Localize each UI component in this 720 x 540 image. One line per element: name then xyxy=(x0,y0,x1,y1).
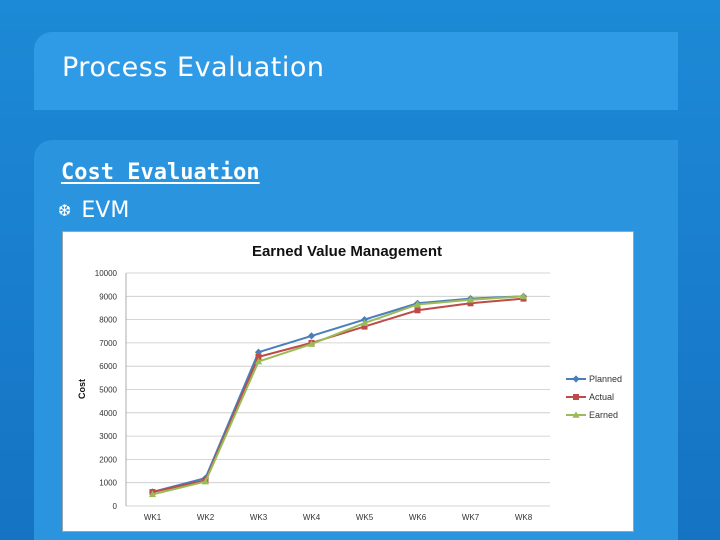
data-point xyxy=(414,307,421,314)
x-tick-label: WK3 xyxy=(250,513,268,522)
y-tick-label: 3000 xyxy=(99,432,117,441)
y-tick-label: 4000 xyxy=(99,409,117,418)
y-tick-label: 5000 xyxy=(99,386,117,395)
y-tick-label: 1000 xyxy=(99,479,117,488)
y-tick-label: 0 xyxy=(113,502,118,511)
y-tick-label: 9000 xyxy=(99,292,117,301)
series-planned xyxy=(148,292,528,496)
legend-entry-actual: Actual xyxy=(566,392,614,402)
legend-label: Earned xyxy=(589,410,618,420)
data-point xyxy=(572,375,580,383)
data-point xyxy=(361,323,368,330)
data-point xyxy=(254,357,263,365)
series-group xyxy=(148,292,528,498)
data-point xyxy=(148,490,157,498)
series-line xyxy=(152,295,524,493)
data-point xyxy=(360,319,369,326)
y-tick-label: 8000 xyxy=(99,316,117,325)
legend-entry-earned: Earned xyxy=(566,410,618,420)
chart-container: Earned Value Management 0 1000 2000 3000 400… xyxy=(62,231,634,532)
title-band xyxy=(34,32,678,110)
data-point xyxy=(307,332,316,340)
data-point xyxy=(201,477,210,485)
data-point xyxy=(307,340,316,347)
x-tick-label: WK8 xyxy=(515,513,533,522)
series-earned xyxy=(148,292,528,498)
x-tick-label: WK6 xyxy=(409,513,427,522)
x-tick-label: WK2 xyxy=(197,513,215,522)
legend: Planned Actual Earned xyxy=(566,374,622,420)
data-point xyxy=(519,292,528,300)
data-point xyxy=(255,353,262,360)
x-tick-label: WK4 xyxy=(303,513,321,522)
x-axis-ticks: WK1 WK2 WK3 WK4 WK5 WK6 WK7 WK8 xyxy=(144,513,533,522)
legend-label: Actual xyxy=(589,392,614,402)
y-tick-label: 7000 xyxy=(99,339,117,348)
data-point xyxy=(254,348,263,356)
data-point xyxy=(466,295,475,303)
chart-title: Earned Value Management xyxy=(252,243,442,260)
y-tick-label: 6000 xyxy=(99,362,117,371)
data-point xyxy=(572,411,580,418)
swash-bullet-icon: ❆ xyxy=(58,201,72,220)
legend-entry-planned: Planned xyxy=(566,374,622,384)
data-point xyxy=(467,300,474,307)
y-tick-label: 2000 xyxy=(99,455,117,464)
y-axis-label: Cost xyxy=(77,379,87,399)
x-tick-label: WK7 xyxy=(462,513,480,522)
data-point xyxy=(573,394,579,400)
data-point xyxy=(413,300,422,308)
slide-title: Process Evaluation xyxy=(62,52,325,83)
grid-lines xyxy=(125,272,550,507)
x-tick-label: WK5 xyxy=(356,513,374,522)
y-axis-ticks: 0 1000 2000 3000 4000 5000 6000 7000 8000 9000 100… xyxy=(95,269,118,511)
section-heading: Cost Evaluation xyxy=(61,160,260,185)
bullet-text: EVM xyxy=(81,198,130,223)
evm-line-chart: Earned Value Management 0 1000 2000 3000 400… xyxy=(77,243,622,522)
bullet-item: ❆ EVM xyxy=(58,198,129,223)
legend-label: Planned xyxy=(589,374,622,384)
x-tick-label: WK1 xyxy=(144,513,162,522)
y-tick-label: 10000 xyxy=(95,269,118,278)
series-actual xyxy=(149,295,527,496)
series-line xyxy=(152,295,524,496)
